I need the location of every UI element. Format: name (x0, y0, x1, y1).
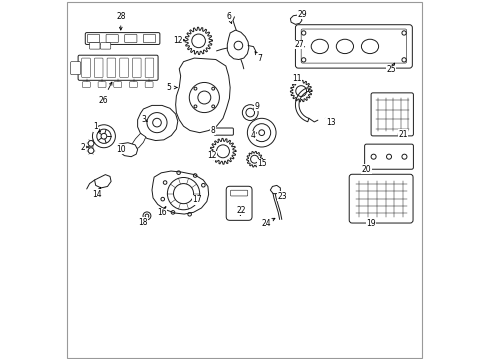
Text: 16: 16 (157, 208, 166, 217)
Polygon shape (270, 185, 280, 194)
FancyBboxPatch shape (100, 42, 110, 49)
FancyBboxPatch shape (145, 58, 153, 77)
FancyBboxPatch shape (295, 25, 411, 68)
FancyBboxPatch shape (89, 42, 100, 49)
Polygon shape (290, 15, 301, 24)
FancyBboxPatch shape (87, 35, 100, 42)
FancyBboxPatch shape (81, 58, 90, 77)
Text: 13: 13 (325, 118, 335, 127)
Text: 10: 10 (116, 145, 125, 154)
FancyBboxPatch shape (106, 35, 118, 42)
Text: 12: 12 (206, 151, 216, 160)
Polygon shape (119, 143, 137, 157)
Text: 26: 26 (98, 95, 107, 104)
FancyBboxPatch shape (70, 62, 81, 75)
FancyBboxPatch shape (214, 128, 233, 135)
Text: 25: 25 (385, 65, 395, 74)
FancyBboxPatch shape (129, 82, 137, 87)
Text: 15: 15 (256, 159, 266, 168)
FancyBboxPatch shape (364, 144, 412, 169)
FancyBboxPatch shape (94, 58, 103, 77)
FancyBboxPatch shape (370, 93, 412, 136)
Text: 27: 27 (294, 40, 303, 49)
FancyBboxPatch shape (230, 190, 247, 196)
Text: 17: 17 (192, 195, 202, 204)
FancyBboxPatch shape (98, 82, 106, 87)
FancyBboxPatch shape (120, 58, 128, 77)
Text: 5: 5 (166, 83, 171, 92)
Text: 18: 18 (138, 218, 147, 227)
Text: 29: 29 (297, 10, 307, 19)
FancyBboxPatch shape (85, 33, 160, 44)
FancyBboxPatch shape (348, 174, 412, 223)
Text: 28: 28 (116, 12, 125, 21)
FancyBboxPatch shape (114, 82, 122, 87)
Polygon shape (94, 175, 111, 188)
Text: 7: 7 (257, 54, 262, 63)
FancyBboxPatch shape (107, 58, 116, 77)
Text: 22: 22 (236, 206, 245, 215)
FancyBboxPatch shape (82, 82, 90, 87)
FancyBboxPatch shape (143, 35, 155, 42)
Text: 11: 11 (292, 75, 302, 84)
Text: 19: 19 (365, 219, 375, 228)
Text: 23: 23 (277, 192, 286, 201)
FancyBboxPatch shape (226, 186, 251, 220)
Text: 6: 6 (226, 12, 231, 21)
FancyBboxPatch shape (78, 55, 158, 80)
Text: 8: 8 (210, 126, 215, 135)
FancyBboxPatch shape (301, 29, 406, 63)
FancyBboxPatch shape (124, 35, 137, 42)
Text: 9: 9 (254, 102, 259, 111)
Ellipse shape (310, 39, 328, 54)
Ellipse shape (336, 39, 353, 54)
FancyBboxPatch shape (145, 82, 153, 87)
FancyBboxPatch shape (132, 58, 141, 77)
Polygon shape (137, 105, 178, 140)
Text: 20: 20 (361, 165, 370, 174)
Text: 3: 3 (141, 114, 145, 123)
Polygon shape (152, 171, 208, 214)
Text: 14: 14 (92, 190, 102, 199)
Text: 4: 4 (250, 131, 255, 140)
Text: 12: 12 (173, 36, 183, 45)
Text: 24: 24 (261, 219, 270, 228)
Text: 21: 21 (397, 130, 407, 139)
Polygon shape (175, 58, 230, 133)
Polygon shape (131, 134, 145, 149)
Ellipse shape (361, 39, 378, 54)
Text: 1: 1 (93, 122, 98, 131)
Polygon shape (227, 30, 248, 59)
Text: 2: 2 (81, 143, 85, 152)
